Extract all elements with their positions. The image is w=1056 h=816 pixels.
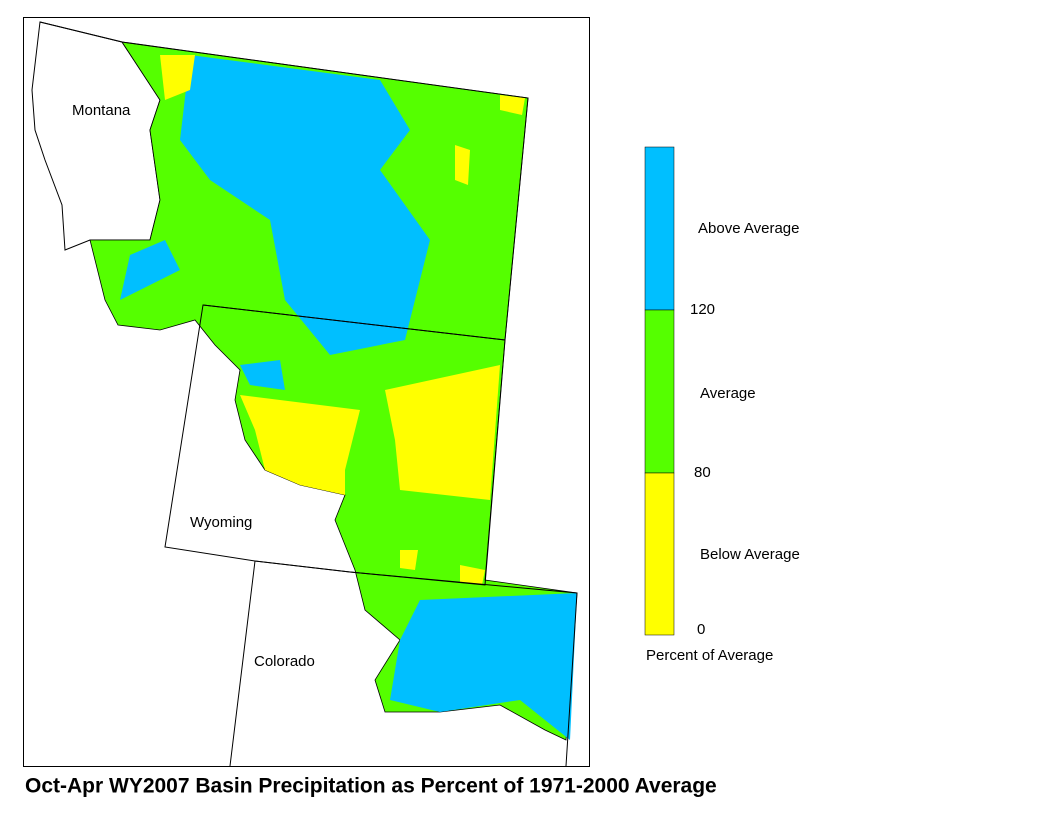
below-average-area xyxy=(160,55,525,585)
legend-label: Average xyxy=(700,385,756,402)
legend-swatch xyxy=(644,472,675,636)
state-label: Colorado xyxy=(254,653,315,670)
state-label: Wyoming xyxy=(190,514,252,531)
legend-swatch xyxy=(644,309,675,474)
legend-swatch xyxy=(644,146,675,311)
legend: Above Average 120 Average 80 Below Avera… xyxy=(644,146,800,664)
colorado-boundary xyxy=(229,560,578,767)
above-average-area xyxy=(120,55,577,740)
legend-label: Above Average xyxy=(698,220,799,237)
legend-tick: 80 xyxy=(694,464,711,481)
map: Montana Wyoming Colorado xyxy=(31,21,578,767)
map-title: Oct-Apr WY2007 Basin Precipitation as Pe… xyxy=(25,775,717,798)
legend-label: Below Average xyxy=(700,546,800,563)
legend-tick: 0 xyxy=(697,621,705,638)
state-label: Montana xyxy=(72,102,131,119)
legend-caption: Percent of Average xyxy=(646,647,773,664)
legend-tick: 120 xyxy=(690,301,715,318)
